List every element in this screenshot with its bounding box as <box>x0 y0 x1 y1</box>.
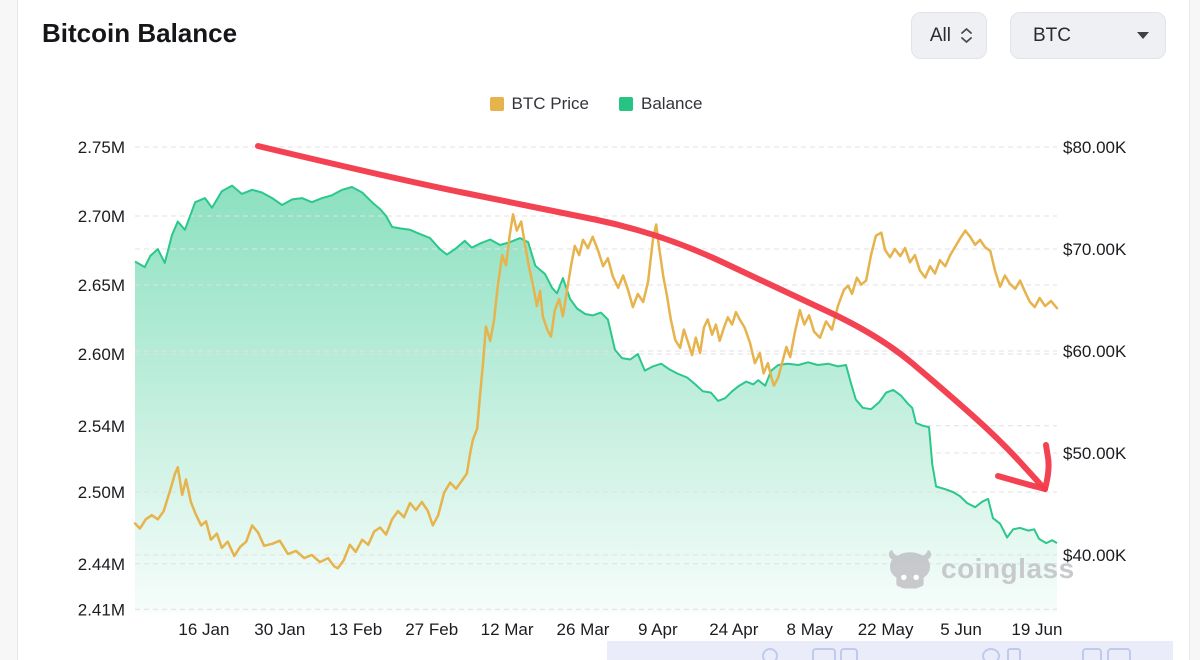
coinglass-watermark: coinglass <box>888 549 1075 589</box>
x-axis-tick-label: 22 May <box>858 620 914 639</box>
legend-item-btc-price[interactable]: BTC Price <box>489 94 590 114</box>
range-selector-button[interactable]: All <box>910 12 987 59</box>
strip-icon <box>840 648 858 660</box>
left-axis-tick-label: 2.50M <box>78 483 125 502</box>
coinglass-bull-icon <box>888 549 932 589</box>
strip-icon <box>1082 648 1102 660</box>
x-axis-tick-label: 9 Apr <box>638 620 678 639</box>
right-axis-tick-label: $70.00K <box>1063 240 1127 259</box>
btc-price-legend-label: BTC Price <box>511 94 590 113</box>
strip-icon <box>762 648 778 660</box>
annotation-arrow <box>1042 442 1052 492</box>
left-axis-tick-label: 2.75M <box>78 138 125 157</box>
strip-icon <box>812 648 836 660</box>
page-title: Bitcoin Balance <box>42 18 238 48</box>
left-axis-tick-label: 2.44M <box>78 555 125 574</box>
left-axis-tick-label: 2.41M <box>78 600 125 619</box>
chart-legend: BTC Price Balance <box>135 94 1057 114</box>
balance-swatch <box>619 97 634 111</box>
x-axis-tick-label: 19 Jun <box>1011 620 1062 639</box>
x-axis-tick-label: 12 Mar <box>481 620 534 639</box>
coinglass-watermark-text: coinglass <box>941 553 1075 584</box>
x-axis-tick-label: 30 Jan <box>254 620 305 639</box>
bottom-toolbar-strip <box>607 641 1173 660</box>
right-axis-tick-label: $80.00K <box>1063 138 1127 157</box>
strip-icon <box>1107 648 1131 660</box>
sort-chevrons-icon <box>961 28 972 43</box>
right-page-gutter <box>1189 0 1200 660</box>
x-axis-tick-label: 16 Jan <box>178 620 229 639</box>
strip-icon <box>982 648 1000 660</box>
right-axis-tick-label: $40.00K <box>1063 546 1127 565</box>
left-axis-tick-label: 2.65M <box>78 276 125 295</box>
right-axis-tick-label: $60.00K <box>1063 342 1127 361</box>
chart-controls: All BTC <box>910 12 1166 59</box>
balance-area <box>135 185 1057 612</box>
x-axis-tick-label: 27 Feb <box>405 620 458 639</box>
coin-selector-value: BTC <box>1033 24 1071 46</box>
right-axis-tick-label: $50.00K <box>1063 444 1127 463</box>
price-line <box>133 213 1059 570</box>
left-axis-tick-label: 2.60M <box>78 345 125 364</box>
coin-selector-button[interactable]: BTC <box>1010 12 1166 59</box>
x-axis-tick-label: 13 Feb <box>329 620 382 639</box>
legend-item-balance[interactable]: Balance <box>619 94 702 114</box>
annotation-arrow <box>255 143 1044 488</box>
annotation-arrow <box>995 473 1048 492</box>
left-axis-tick-label: 2.70M <box>78 207 125 226</box>
x-axis-tick-label: 5 Jun <box>940 620 982 639</box>
left-axis-tick-label: 2.54M <box>78 417 125 436</box>
left-page-gutter <box>0 0 18 660</box>
chevron-down-icon <box>1137 32 1149 39</box>
balance-line <box>134 184 1058 545</box>
x-axis-tick-label: 24 Apr <box>709 620 758 639</box>
balance-legend-label: Balance <box>641 94 703 113</box>
x-axis-tick-label: 8 May <box>787 620 834 639</box>
x-axis-tick-label: 26 Mar <box>557 620 610 639</box>
strip-icon <box>1007 648 1021 660</box>
btc-price-swatch <box>489 97 504 111</box>
range-selector-value: All <box>929 24 951 46</box>
